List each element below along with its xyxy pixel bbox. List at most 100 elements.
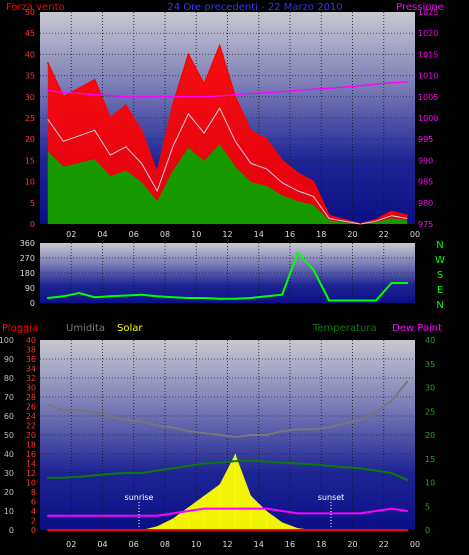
pressure-y-tick: 980 bbox=[418, 199, 433, 208]
wind-direction-point bbox=[281, 293, 284, 296]
wind-direction-point bbox=[218, 297, 221, 300]
humidity-point bbox=[140, 420, 143, 423]
compass-n-bottom: N bbox=[436, 300, 443, 311]
humidity-y-tick: 70 bbox=[4, 393, 14, 402]
pressure-y-tick: 1010 bbox=[418, 72, 438, 81]
wind-gust-point bbox=[172, 104, 174, 107]
rain-y-tick: 18 bbox=[26, 441, 36, 450]
temperature-point bbox=[46, 476, 49, 479]
temperature-point bbox=[296, 462, 299, 465]
wind-speed-label: Forza vento bbox=[6, 2, 65, 13]
pressure-label: Pressione bbox=[396, 2, 444, 13]
pressure-point bbox=[78, 92, 80, 95]
pressure-point bbox=[125, 96, 127, 98]
rain-y-tick: 26 bbox=[26, 403, 36, 412]
wind-gust-point bbox=[297, 172, 299, 174]
wind-x-tick: 14 bbox=[254, 230, 264, 239]
rain-y-tick: 36 bbox=[26, 355, 36, 364]
humidity-point bbox=[46, 403, 49, 406]
wind-y-tick: 20 bbox=[25, 135, 35, 144]
wind-x-tick: 20 bbox=[347, 230, 357, 239]
rain-point bbox=[62, 529, 65, 531]
wind-direction-point bbox=[124, 294, 127, 297]
solar-area bbox=[47, 454, 408, 530]
pressure-point bbox=[218, 95, 221, 97]
temperature-y-tick: 30 bbox=[425, 384, 435, 393]
rain-point bbox=[343, 529, 346, 531]
rain-y-tick: 6 bbox=[31, 498, 36, 507]
wind-direction-point bbox=[203, 297, 206, 299]
dew-point-point bbox=[234, 507, 237, 510]
legend-rain: Pioggia bbox=[2, 323, 38, 334]
wind-gust-point bbox=[375, 218, 377, 221]
wind-gust-line bbox=[47, 43, 408, 225]
solar-bar bbox=[281, 522, 283, 530]
wind-gust-point bbox=[406, 214, 408, 217]
rain-y-tick: 20 bbox=[26, 431, 36, 440]
climate-x-tick: 02 bbox=[66, 540, 76, 549]
wind-gust-point bbox=[187, 53, 190, 56]
dew-point-point bbox=[125, 514, 127, 517]
compass-s: S bbox=[437, 270, 443, 281]
humidity-y-tick: 50 bbox=[4, 431, 14, 440]
wind-direction-point bbox=[140, 293, 143, 296]
dew-point-point bbox=[265, 507, 268, 510]
temperature-point bbox=[312, 463, 315, 466]
rain-y-tick: 0 bbox=[31, 526, 36, 535]
humidity-y-tick: 0 bbox=[9, 526, 14, 535]
humidity-point bbox=[234, 436, 237, 438]
temperature-point bbox=[375, 469, 377, 472]
rain-point bbox=[328, 529, 330, 531]
pressure-point bbox=[281, 90, 283, 93]
sunset-label: sunset bbox=[318, 493, 345, 502]
temperature-point bbox=[390, 472, 393, 474]
rain-y-tick: 10 bbox=[26, 479, 36, 488]
temperature-y-tick: 5 bbox=[425, 502, 430, 511]
rain-point bbox=[406, 529, 409, 531]
dew-point-point bbox=[109, 514, 112, 517]
pressure-y-tick: 975 bbox=[418, 220, 433, 229]
wind-gust-point bbox=[218, 45, 221, 47]
wind-direction-point bbox=[78, 292, 81, 294]
pressure-y-tick: 985 bbox=[418, 178, 433, 187]
wind-speed-line bbox=[47, 107, 408, 225]
solar-bar bbox=[234, 454, 236, 530]
dew-point-point bbox=[187, 510, 190, 512]
dew-point-point bbox=[343, 512, 346, 515]
humidity-y-tick: 60 bbox=[4, 412, 14, 421]
temperature-y-tick: 40 bbox=[425, 336, 435, 345]
temperature-point bbox=[265, 460, 268, 463]
wind-direction-point bbox=[93, 296, 96, 299]
rain-y-tick: 32 bbox=[26, 374, 36, 383]
climate-x-tick: 20 bbox=[347, 540, 357, 549]
wind-y-tick: 30 bbox=[25, 93, 35, 102]
rain-point bbox=[296, 529, 299, 531]
wind-x-tick: 10 bbox=[191, 230, 201, 239]
temperature-y-tick: 35 bbox=[425, 360, 435, 369]
pressure-point bbox=[359, 84, 362, 87]
pressure-point bbox=[297, 89, 299, 92]
legend-dew-point: Dew Point bbox=[392, 323, 442, 334]
wind-gust-point bbox=[140, 129, 143, 132]
dew-point-point bbox=[156, 514, 159, 517]
humidity-point bbox=[312, 428, 315, 431]
solar-bar bbox=[156, 526, 158, 530]
pressure-y-tick: 1015 bbox=[418, 50, 438, 59]
rain-y-tick: 2 bbox=[31, 517, 36, 526]
pressure-point bbox=[390, 82, 393, 84]
humidity-point bbox=[171, 426, 174, 429]
temperature-y-tick: 20 bbox=[425, 431, 435, 440]
dew-point-point bbox=[78, 514, 80, 517]
wind-direction-point bbox=[265, 295, 268, 298]
dew-point-point bbox=[281, 510, 284, 512]
temperature-point bbox=[203, 462, 205, 465]
wind-direction-point bbox=[359, 299, 362, 302]
dew-point-point bbox=[375, 510, 377, 512]
climate-x-tick: 04 bbox=[97, 540, 107, 549]
dew-point-point bbox=[62, 514, 65, 517]
rain-point bbox=[218, 529, 221, 531]
solar-bar bbox=[203, 495, 205, 530]
wind-y-tick: 0 bbox=[30, 220, 35, 229]
climate-x-tick: 06 bbox=[129, 540, 139, 549]
humidity-y-tick: 90 bbox=[4, 355, 14, 364]
